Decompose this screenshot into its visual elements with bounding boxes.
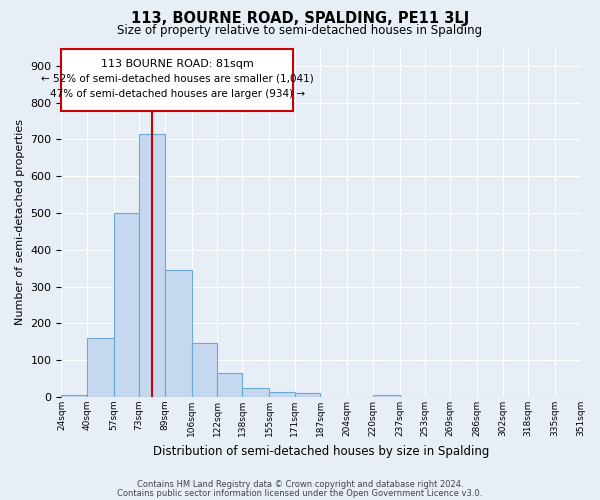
Bar xyxy=(87,338,114,397)
Text: ← 52% of semi-detached houses are smaller (1,041): ← 52% of semi-detached houses are smalle… xyxy=(41,74,314,84)
Bar xyxy=(114,213,139,397)
Text: 47% of semi-detached houses are larger (934) →: 47% of semi-detached houses are larger (… xyxy=(50,88,305,99)
Bar xyxy=(61,395,87,397)
Bar xyxy=(269,392,295,397)
Bar xyxy=(139,134,164,397)
Text: 113 BOURNE ROAD: 81sqm: 113 BOURNE ROAD: 81sqm xyxy=(101,58,254,68)
Bar xyxy=(295,394,320,397)
FancyBboxPatch shape xyxy=(61,50,293,111)
Bar xyxy=(242,388,269,397)
Bar xyxy=(191,342,217,397)
Bar xyxy=(373,395,400,397)
Text: Size of property relative to semi-detached houses in Spalding: Size of property relative to semi-detach… xyxy=(118,24,482,37)
Text: Contains HM Land Registry data © Crown copyright and database right 2024.: Contains HM Land Registry data © Crown c… xyxy=(137,480,463,489)
Y-axis label: Number of semi-detached properties: Number of semi-detached properties xyxy=(15,120,25,326)
Text: Contains public sector information licensed under the Open Government Licence v3: Contains public sector information licen… xyxy=(118,488,482,498)
X-axis label: Distribution of semi-detached houses by size in Spalding: Distribution of semi-detached houses by … xyxy=(153,444,489,458)
Bar xyxy=(164,270,191,397)
Text: 113, BOURNE ROAD, SPALDING, PE11 3LJ: 113, BOURNE ROAD, SPALDING, PE11 3LJ xyxy=(131,11,469,26)
Bar xyxy=(217,373,242,397)
